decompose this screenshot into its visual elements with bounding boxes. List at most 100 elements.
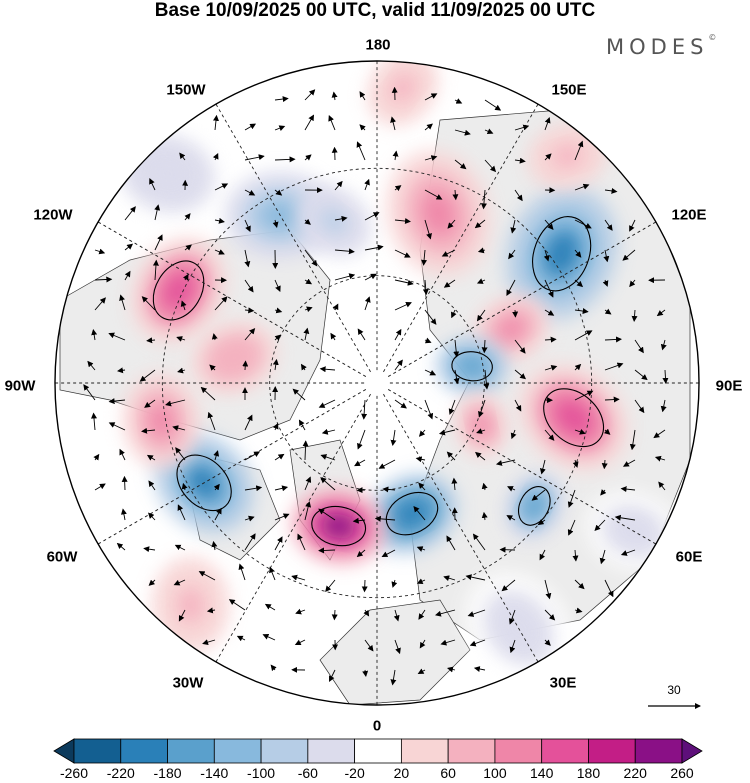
lon-label-60w: 60W: [46, 548, 78, 566]
wind-arrow: [544, 279, 554, 298]
wind-arrow: [603, 428, 611, 435]
wind-arrow: [212, 152, 219, 161]
wind-arrow: [177, 504, 186, 521]
wind-arrow: [274, 536, 283, 551]
wind-arrow: [416, 578, 426, 584]
wind-arrow: [418, 429, 426, 437]
colorbar-swatch: [541, 738, 589, 764]
wind-arrow: [539, 549, 546, 561]
lon-label-90w: 90W: [4, 377, 36, 395]
wind-arrow: [508, 249, 516, 260]
wind-arrow: [214, 296, 228, 311]
wind-vectors: [83, 86, 669, 686]
wind-arrow: [424, 123, 433, 131]
wind-arrow: [165, 399, 186, 407]
wind-arrow: [660, 399, 667, 413]
wind-arrow: [472, 533, 486, 551]
wind-arrow: [631, 309, 638, 322]
wind-arrow: [117, 367, 126, 374]
wind-arrow: [454, 159, 467, 170]
wind-arrow: [418, 482, 426, 491]
wind-arrow: [244, 154, 265, 161]
wind-arrow: [176, 336, 186, 342]
anomaly-core: [390, 74, 415, 102]
wind-arrow: [274, 307, 283, 314]
wind-arrow: [424, 219, 432, 240]
wind-arrow: [214, 249, 225, 255]
wind-arrow: [544, 579, 552, 600]
wind-arrow: [481, 482, 488, 491]
wind-arrow: [634, 369, 648, 381]
wind-arrow: [467, 609, 486, 617]
anomaly-core: [543, 229, 581, 278]
wind-arrow: [119, 294, 126, 311]
anomaly-cell: [518, 363, 629, 472]
wind-arrow: [244, 414, 253, 431]
wind-arrow: [274, 156, 296, 163]
wind-arrow: [509, 639, 516, 654]
map-field: [55, 61, 699, 705]
wind-arrow: [244, 279, 254, 293]
wind-arrow: [244, 327, 256, 341]
wind-arrow: [484, 128, 494, 135]
wind-arrow: [93, 453, 100, 461]
wind-arrow: [206, 607, 216, 614]
wind-arrow: [454, 98, 463, 104]
colorbar-swatch: [588, 738, 636, 764]
graticule: [55, 61, 699, 705]
wind-arrow: [378, 459, 396, 469]
wind-arrow: [152, 259, 159, 281]
wind-arrow: [292, 388, 306, 401]
wind-arrow: [108, 398, 126, 405]
wind-arrow: [244, 307, 255, 314]
wind-arrow: [334, 273, 356, 281]
wind-arrow: [119, 448, 126, 461]
wind-arrow: [331, 91, 338, 101]
wind-arrow: [544, 219, 554, 230]
wind-arrow: [146, 337, 156, 344]
colorbar-swatch: [73, 738, 122, 764]
wind-arrow: [394, 399, 407, 409]
anomaly-core: [421, 190, 456, 237]
wind-arrow: [476, 309, 486, 322]
anomaly-cell: [455, 393, 508, 458]
wind-arrow: [298, 419, 306, 431]
lon-label-150w: 150W: [166, 81, 206, 99]
colorbar-swatch: [213, 738, 262, 764]
wind-arrow: [544, 429, 555, 441]
colorbar-swatch: [494, 738, 543, 764]
wind-arrow: [211, 540, 218, 551]
wind-arrow: [334, 215, 348, 222]
wind-arrow: [481, 511, 488, 521]
wind-arrow: [331, 609, 338, 621]
colorbar: [53, 738, 703, 764]
colorbar-tick-label: 260: [670, 765, 694, 781]
land-europe-africa: [319, 599, 471, 705]
wind-arrow: [91, 329, 98, 341]
wind-arrow: [478, 399, 486, 418]
anomaly-core: [524, 493, 545, 519]
colorbar-tick-label: 100: [483, 765, 507, 781]
wind-arrow: [424, 399, 434, 420]
wind-arrow: [424, 155, 438, 161]
wind-arrow: [274, 513, 290, 521]
wind-arrow: [295, 608, 306, 615]
anomaly-contour: [311, 505, 367, 547]
anomaly-contour: [176, 454, 232, 512]
wind-arrow: [574, 390, 594, 401]
wind-arrow: [236, 635, 246, 642]
wind-arrow: [604, 396, 620, 403]
wind-arrow: [614, 514, 636, 521]
wind-arrow: [148, 579, 156, 586]
wind-arrow: [574, 140, 584, 161]
wind-arrow: [294, 639, 306, 646]
wind-arrow: [544, 309, 555, 316]
wind-arrow: [620, 486, 636, 493]
wind-arrow: [184, 213, 191, 221]
wind-arrow: [200, 386, 216, 401]
wind-arrow: [507, 486, 516, 492]
wind-arrow: [574, 308, 589, 315]
wind-arrow: [356, 549, 366, 558]
wind-arrow: [510, 219, 517, 234]
